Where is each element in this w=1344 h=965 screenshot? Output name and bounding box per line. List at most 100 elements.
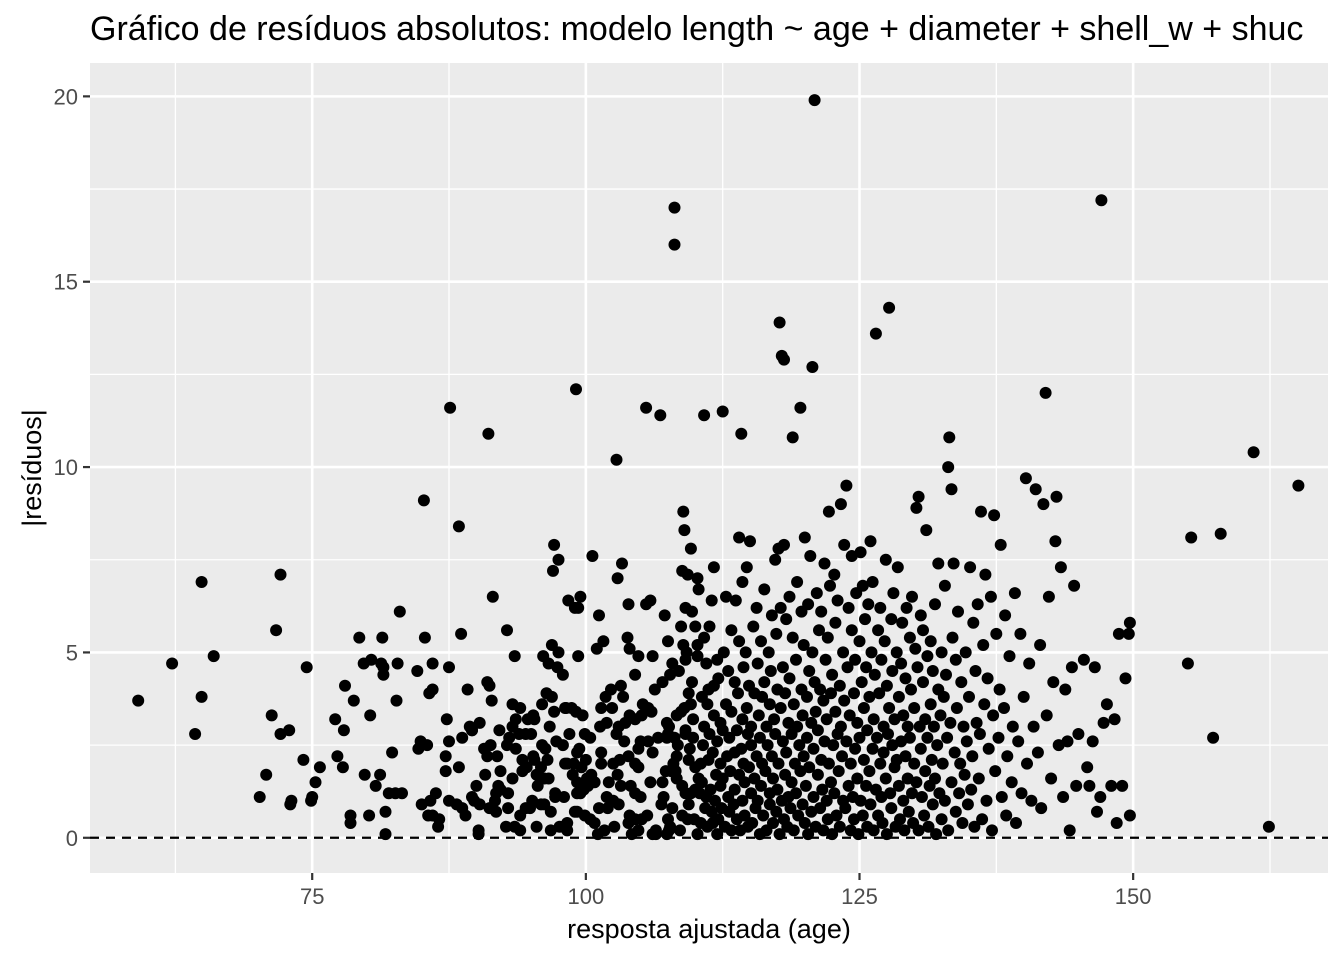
data-point xyxy=(514,824,527,837)
data-point xyxy=(617,690,630,703)
data-point xyxy=(1027,720,1040,733)
data-point xyxy=(1068,579,1081,592)
data-point xyxy=(774,601,787,614)
data-point xyxy=(336,761,349,774)
data-point xyxy=(780,746,793,759)
data-point xyxy=(857,702,870,714)
data-point xyxy=(759,765,772,778)
data-point xyxy=(703,728,716,740)
data-point xyxy=(897,709,910,722)
data-point xyxy=(1001,750,1014,763)
data-point xyxy=(765,609,778,622)
data-point xyxy=(825,687,837,700)
data-point xyxy=(912,490,925,503)
data-point xyxy=(769,553,782,566)
data-point xyxy=(1037,498,1050,511)
data-point xyxy=(632,824,645,837)
data-point xyxy=(1122,627,1135,640)
data-point xyxy=(833,679,846,692)
data-point xyxy=(610,453,623,466)
data-point xyxy=(1054,561,1067,574)
data-point xyxy=(1006,720,1019,733)
data-point xyxy=(682,798,695,811)
data-point xyxy=(848,687,860,700)
data-point xyxy=(831,594,844,607)
data-point xyxy=(819,653,832,666)
data-point xyxy=(926,665,939,677)
data-point xyxy=(753,731,766,744)
data-point xyxy=(1097,716,1110,729)
data-point xyxy=(1262,820,1275,833)
data-point xyxy=(1077,653,1090,666)
data-point xyxy=(736,576,749,588)
x-tick-label: 150 xyxy=(1115,884,1152,909)
data-point xyxy=(825,776,837,789)
data-point xyxy=(700,657,713,670)
data-point xyxy=(970,716,983,729)
data-point xyxy=(852,828,865,841)
data-point xyxy=(752,709,765,722)
data-point xyxy=(919,713,932,726)
data-point xyxy=(895,657,908,670)
data-point xyxy=(1010,817,1022,829)
data-point xyxy=(756,690,769,703)
data-point xyxy=(773,828,786,841)
data-point xyxy=(1214,527,1227,540)
x-tick-label: 100 xyxy=(567,884,604,909)
data-point xyxy=(879,553,892,566)
data-point xyxy=(764,665,777,677)
data-point xyxy=(908,757,921,770)
data-point xyxy=(929,598,941,611)
data-point xyxy=(584,731,597,744)
y-tick-label: 10 xyxy=(54,455,78,480)
data-point xyxy=(790,787,802,800)
data-point xyxy=(300,661,313,674)
data-point xyxy=(793,739,806,752)
data-point xyxy=(1050,490,1063,503)
data-point xyxy=(605,683,617,696)
data-point xyxy=(851,716,864,729)
data-point xyxy=(817,694,830,707)
data-point xyxy=(981,672,994,685)
data-point xyxy=(679,724,692,737)
data-point xyxy=(611,572,624,585)
data-point xyxy=(845,624,858,637)
data-point xyxy=(838,694,851,707)
data-point xyxy=(306,791,319,803)
data-point xyxy=(439,750,452,763)
data-point xyxy=(875,653,888,666)
data-point xyxy=(698,631,711,644)
data-point xyxy=(912,824,925,837)
data-point xyxy=(935,813,948,826)
data-point xyxy=(1081,761,1094,774)
data-point xyxy=(898,824,911,837)
data-point xyxy=(1029,483,1042,496)
data-point xyxy=(614,679,627,692)
data-point xyxy=(514,702,527,714)
data-point xyxy=(711,828,724,841)
data-point xyxy=(1039,386,1052,399)
data-point xyxy=(957,720,970,733)
data-point xyxy=(758,676,771,689)
data-point xyxy=(738,809,751,822)
data-point xyxy=(751,657,764,670)
data-point xyxy=(666,802,679,815)
data-point xyxy=(722,665,735,677)
data-point xyxy=(973,728,986,740)
data-point xyxy=(935,646,948,659)
data-point xyxy=(365,653,378,666)
data-point xyxy=(806,361,819,373)
data-point xyxy=(942,461,955,474)
data-point xyxy=(906,590,918,603)
data-point xyxy=(986,824,998,837)
data-point xyxy=(840,735,853,748)
data-point xyxy=(732,687,744,700)
data-point xyxy=(1086,735,1099,748)
data-point xyxy=(927,720,940,733)
data-point xyxy=(579,753,592,766)
data-point xyxy=(859,613,871,626)
data-point xyxy=(1045,772,1058,785)
data-point xyxy=(975,505,987,518)
data-point xyxy=(851,772,864,785)
data-point xyxy=(374,768,387,781)
